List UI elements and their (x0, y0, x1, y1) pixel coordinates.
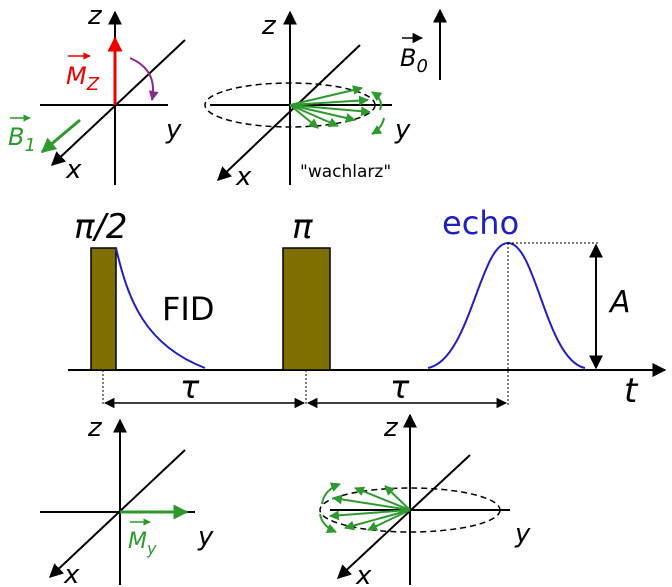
x-label: x (65, 155, 82, 185)
amplitude-label: A (608, 285, 631, 320)
b1-label: B1 (8, 123, 36, 156)
b0-label: B0 (400, 44, 428, 77)
frame-top-left: z y x MZ B1 (8, 1, 185, 185)
y-label: y (514, 519, 531, 549)
pulse-sequence: t π/2 π FID echo A τ τ (68, 204, 665, 411)
fid-label: FID (162, 290, 214, 328)
y-label: y (165, 115, 182, 145)
x-label: x (235, 162, 252, 192)
frame-top-middle: z y x "wachlarz" (205, 11, 411, 192)
pulse-1-label: π/2 (74, 207, 128, 247)
time-label: t (624, 371, 639, 411)
pulse-2-label: π (292, 207, 313, 247)
converge-arrow (322, 484, 340, 504)
diagram: z y x MZ B1 z y x "wachlarz" B0 t π/2 π … (0, 0, 672, 587)
x-label: x (63, 560, 80, 587)
tau-label: τ (390, 368, 410, 406)
x-axis (52, 40, 185, 165)
x-axis (338, 455, 470, 578)
y-label: y (394, 115, 411, 145)
pulse-180 (283, 248, 330, 370)
y-label: y (197, 522, 214, 552)
tau-label: τ (180, 368, 200, 406)
caption: "wachlarz" (300, 162, 391, 182)
my-label: My (128, 529, 157, 558)
spread-arrow (372, 118, 384, 134)
x-label: x (355, 561, 372, 587)
z-label: z (383, 413, 399, 443)
frame-bottom-middle: z y x (320, 413, 531, 587)
rotation-arrow (130, 58, 153, 100)
mz-label: MZ (66, 62, 100, 95)
spin-fan (290, 88, 384, 134)
b1-vector (42, 120, 80, 152)
echo-curve (428, 243, 585, 368)
static-field: B0 (400, 10, 440, 80)
echo-label: echo (442, 204, 519, 242)
z-label: z (87, 413, 103, 443)
pulse-90 (91, 248, 116, 370)
z-label: z (87, 1, 103, 31)
frame-bottom-left: z y x My (40, 413, 214, 587)
z-label: z (261, 11, 277, 41)
